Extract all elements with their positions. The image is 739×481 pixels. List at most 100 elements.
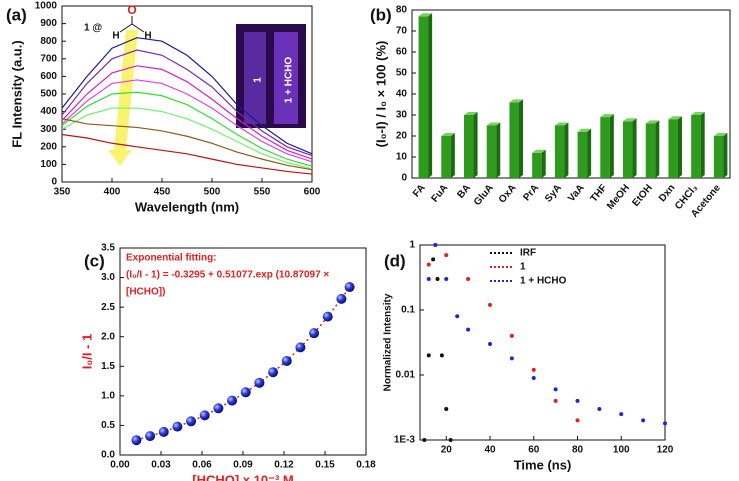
spectrum: [61, 79, 313, 163]
point: [426, 276, 431, 281]
y-axis-title: Normalized Intensity: [383, 293, 394, 391]
point: [344, 282, 355, 293]
spectrum: [61, 133, 313, 175]
x-tick-label: 100: [613, 445, 630, 456]
point: [426, 262, 431, 267]
x-tick-label: 400: [104, 187, 121, 198]
point: [619, 412, 624, 417]
bar-side: [632, 118, 637, 178]
y-tick-label: 700: [40, 53, 57, 64]
x-axis-title: Time (ns): [514, 457, 572, 472]
bar-top: [464, 112, 478, 115]
bond: [119, 23, 133, 33]
bar-side: [723, 133, 728, 178]
point: [455, 314, 460, 319]
x-tick-label: THF: [588, 183, 609, 205]
y-tick-label: 0.1: [401, 305, 415, 316]
point: [641, 418, 646, 423]
bar-top: [486, 122, 501, 126]
bar: [600, 117, 610, 178]
x-tick-label: FuA: [429, 183, 450, 205]
panel-label: (b): [370, 5, 392, 24]
y-tick-label: 10: [396, 152, 408, 163]
arrow: [108, 30, 138, 166]
bar-top: [668, 116, 682, 120]
x-tick-label: 20: [441, 445, 453, 456]
x-tick-label: 500: [204, 187, 221, 198]
y-tick-label: 30: [396, 110, 408, 121]
spectrum: [61, 49, 313, 157]
y-tick-label: 300: [40, 124, 57, 135]
bar-top: [645, 120, 660, 124]
point: [488, 341, 492, 346]
y-tick-label: 50: [396, 68, 408, 79]
x-tick-label: Dxn: [657, 183, 678, 205]
equation: [HCHO]): [126, 287, 165, 298]
vial: [244, 32, 266, 124]
inset-label: 1: [253, 77, 264, 83]
x-tick-label: EtOH: [630, 183, 654, 209]
point: [199, 410, 210, 421]
equation: (I₀/I - 1) = -0.3295 + 0.51077.exp (10.8…: [126, 270, 329, 281]
y-tick-label: 400: [40, 106, 57, 117]
y-tick-label: 70: [396, 26, 408, 37]
point: [488, 302, 492, 307]
bar-side: [518, 99, 523, 178]
point: [444, 406, 449, 411]
y-tick-label: 1.0: [101, 390, 115, 401]
bar: [509, 102, 519, 178]
x-tick-label: FA: [411, 183, 428, 200]
y-axis-title: I₀/I - 1: [79, 334, 94, 369]
point: [268, 367, 279, 378]
legend-label: IRF: [520, 248, 536, 259]
bar-top: [509, 99, 523, 103]
x-tick-label: 450: [154, 187, 171, 198]
bar-top: [600, 114, 614, 118]
x-tick-label: 0.03: [151, 460, 171, 471]
y-tick-label: 0.01: [396, 370, 416, 381]
x-tick-label: SyA: [543, 183, 564, 205]
point: [295, 342, 306, 353]
annotation: 1 @: [84, 23, 102, 34]
x-tick-label: 600: [304, 187, 321, 198]
x-tick-label: MeOH: [605, 183, 632, 212]
bar: [441, 136, 451, 178]
point: [186, 416, 197, 427]
x-tick-label: 550: [254, 187, 271, 198]
x-axis-title: [HCHO] x 10⁻³ M: [192, 472, 293, 481]
point: [322, 311, 333, 322]
bar-side: [496, 122, 501, 178]
y-tick-label: 3.0: [101, 272, 115, 283]
spectrum: [61, 37, 313, 155]
point: [426, 353, 431, 358]
bar-side: [428, 13, 433, 178]
x-tick-label: GluA: [472, 183, 496, 208]
point: [309, 328, 320, 339]
spectrum: [61, 65, 313, 160]
bar-top: [691, 112, 705, 115]
point: [435, 276, 440, 281]
bar: [691, 115, 701, 178]
point: [466, 276, 471, 281]
y-tick-label: 0: [51, 177, 57, 188]
point: [531, 367, 536, 372]
x-tick-label: 350: [54, 187, 71, 198]
bar-side: [564, 122, 569, 178]
bar-side: [677, 116, 682, 178]
bar: [464, 115, 474, 178]
formula-atom: O: [127, 3, 136, 17]
bar-side: [587, 128, 592, 178]
point: [433, 243, 438, 247]
point: [439, 353, 444, 358]
x-tick-label: OxA: [497, 183, 519, 206]
x-axis-title: Wavelength (nm): [135, 199, 239, 214]
y-tick-label: 500: [40, 89, 57, 100]
spectrum: [61, 118, 313, 171]
bar-top: [577, 128, 592, 132]
x-tick-label: PrA: [521, 183, 541, 204]
point: [254, 377, 265, 388]
point: [336, 293, 347, 304]
y-tick-label: 0.5: [101, 420, 115, 431]
bar-top: [441, 133, 455, 136]
